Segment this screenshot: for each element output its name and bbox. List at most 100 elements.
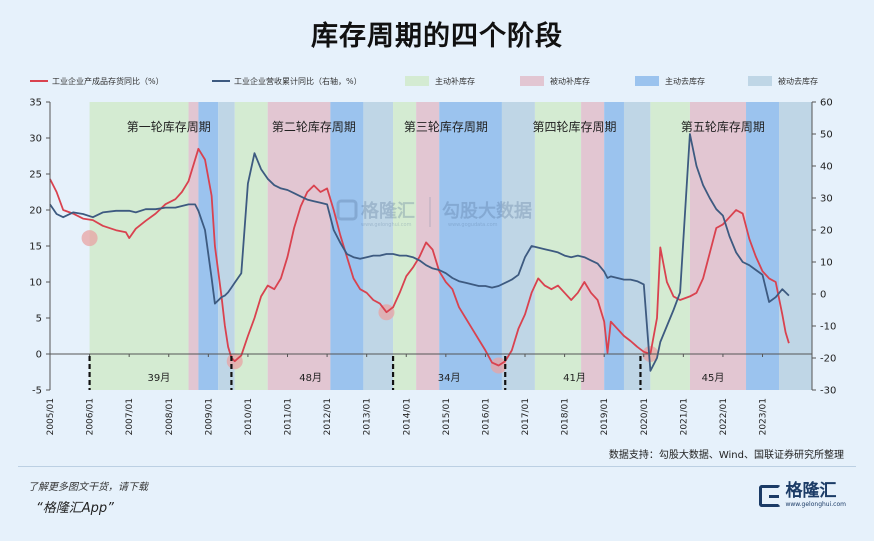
brand-name: 格隆汇	[785, 481, 837, 501]
x-tick-label: 2021/01	[679, 398, 689, 435]
axes: -5 0 5 10 15 20 25 30 35 -30 -20 -10 0 10 20 30 40 50 60 20…	[29, 98, 836, 436]
y2-tick-label: -30	[820, 386, 836, 397]
cycle-duration-label: 45月	[702, 372, 725, 384]
phase-band-passive-destock	[501, 102, 535, 390]
cycle-duration-label: 48月	[299, 372, 322, 384]
inventory-cycle-chart: 格隆汇 www.gelonghui.com 勾股大数据 www.gogudata…	[29, 76, 836, 436]
source-note: 数据支持：勾股大数据、Wind、国联证券研究所整理	[608, 450, 844, 461]
x-tick-label: 2009/01	[204, 398, 214, 435]
y2-tick-label: -10	[820, 322, 836, 333]
x-tick-label: 2006/01	[86, 398, 96, 435]
brand-logo-icon	[759, 484, 782, 507]
legend-swatch	[635, 76, 659, 86]
cycle-label: 第二轮库存周期	[272, 119, 356, 134]
legend-label: 主动补库存	[435, 76, 475, 86]
cycle-duration-label: 34月	[438, 372, 461, 384]
cycle-label: 第三轮库存周期	[404, 119, 488, 134]
brand-url: www.gelonghui.com	[785, 501, 846, 508]
y2-tick-label: 0	[820, 290, 826, 301]
y2-tick-label: 10	[820, 258, 833, 269]
watermark-right-url: www.gogudata.com	[448, 222, 498, 228]
phase-band-passive-restock	[188, 102, 199, 390]
legend-label: 主动去库存	[665, 76, 705, 86]
x-tick-label: 2023/01	[759, 398, 769, 435]
series-lines	[49, 133, 790, 372]
chart-title: 库存周期的四个阶段	[311, 21, 563, 52]
watermark: 格隆汇 www.gelonghui.com 勾股大数据 www.gogudata…	[336, 197, 532, 228]
phase-band-passive-restock	[581, 102, 605, 390]
phase-band-active-destock	[746, 102, 780, 390]
phase-band-active-restock	[534, 102, 582, 390]
y2-tick-label: 20	[820, 226, 833, 237]
legend-swatch	[748, 76, 772, 86]
x-tick-label: 2018/01	[561, 398, 571, 435]
phase-band-passive-restock	[689, 102, 747, 390]
cycle-duration-label: 41月	[563, 372, 586, 384]
y-tick-label: 35	[29, 98, 42, 109]
cycle-label: 第一轮库存周期	[127, 119, 211, 134]
trough-marker	[81, 230, 98, 247]
footer-divider	[18, 466, 856, 467]
cycle-labels: 第一轮库存周期 第二轮库存周期 第三轮库存周期 第四轮库存周期 第五轮库存周期 39月 48…	[88, 119, 765, 390]
phase-band-passive-destock	[623, 102, 651, 390]
x-tick-label: 2008/01	[165, 398, 175, 435]
legend-swatch	[405, 76, 429, 86]
x-tick-label: 2019/01	[600, 398, 610, 435]
phase-band-passive-destock	[363, 102, 394, 390]
y-tick-label: 25	[29, 170, 42, 181]
legend-label: 被动去库存	[778, 76, 818, 86]
watermark-right-text: 勾股大数据	[442, 200, 532, 222]
x-tick-label: 2010/01	[244, 398, 254, 435]
y-tick-label: 15	[29, 242, 42, 253]
y2-tick-label: 30	[820, 194, 833, 205]
y-tick-label: 0	[36, 350, 42, 361]
x-tick-label: 2017/01	[521, 398, 531, 435]
x-tick-label: 2016/01	[481, 398, 491, 435]
phase-band-passive-restock	[267, 102, 331, 390]
x-tick-label: 2011/01	[284, 398, 294, 435]
phase-band-active-restock	[89, 102, 189, 390]
x-tick-label: 2022/01	[719, 398, 729, 435]
phase-band-passive-destock	[779, 102, 812, 390]
phase-band-active-destock	[198, 102, 219, 390]
legend: 工业企业产成品存货同比（%） 工业企业营收累计同比（右轴，%） 主动补库存 被动补库存…	[30, 76, 818, 86]
series-line-revenue	[49, 133, 790, 372]
y2-tick-label: 60	[820, 98, 833, 109]
brand-logo: 格隆汇 www.gelonghui.com	[759, 483, 846, 508]
phase-bands	[89, 102, 812, 390]
x-tick-label: 2020/01	[640, 398, 650, 435]
legend-label: 工业企业产成品存货同比（%）	[52, 76, 164, 86]
y-tick-label: -5	[32, 386, 42, 397]
x-tick-label: 2007/01	[125, 398, 135, 435]
y-tick-label: 20	[29, 206, 42, 217]
watermark-left-text: 格隆汇	[361, 200, 415, 222]
x-tick-label: 2013/01	[363, 398, 373, 435]
phase-band-passive-restock	[416, 102, 440, 390]
x-tick-label: 2014/01	[402, 398, 412, 435]
phase-band-passive-destock	[218, 102, 235, 390]
y2-tick-label: 40	[820, 162, 833, 173]
watermark-logo-icon	[336, 199, 358, 221]
phase-band-active-restock	[393, 102, 417, 390]
cycle-label: 第四轮库存周期	[532, 119, 616, 134]
footer-note: 了解更多图文干货，请下载	[28, 482, 148, 493]
series-line-inventory	[49, 147, 790, 367]
phase-band-active-destock	[330, 102, 364, 390]
y-tick-label: 10	[29, 278, 42, 289]
x-tick-label: 2015/01	[442, 398, 452, 435]
x-tick-label: 2005/01	[46, 398, 56, 435]
footer-app-name: “格隆汇App”	[36, 501, 114, 516]
phase-band-active-destock	[439, 102, 502, 390]
cycle-label: 第五轮库存周期	[681, 119, 765, 134]
legend-label: 工业企业营收累计同比（右轴，%）	[234, 76, 362, 86]
y-tick-label: 5	[36, 314, 42, 325]
x-tick-label: 2012/01	[323, 398, 333, 435]
watermark-left-url: www.gelonghui.com	[361, 222, 412, 228]
phase-band-active-destock	[604, 102, 624, 390]
phase-band-active-restock	[650, 102, 690, 390]
y2-tick-label: -20	[820, 354, 836, 365]
cycle-duration-label: 39月	[147, 372, 170, 384]
legend-label: 被动补库存	[550, 76, 590, 86]
legend-swatch	[520, 76, 544, 86]
y2-tick-label: 50	[820, 130, 833, 141]
